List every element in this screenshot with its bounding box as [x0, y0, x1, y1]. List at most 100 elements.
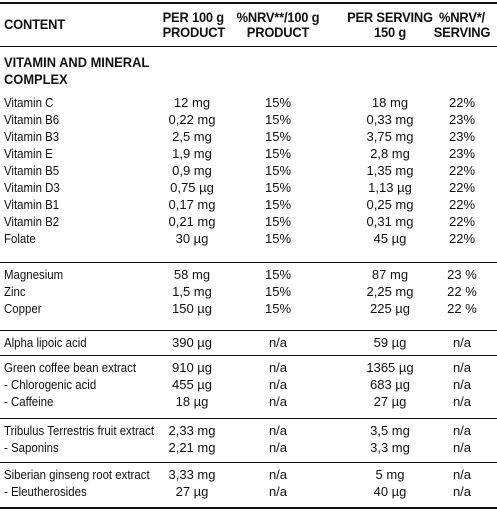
row-nrv100: n/a	[268, 394, 288, 409]
row-nrv-serving: n/a	[452, 394, 472, 409]
row-nrv-serving: n/a	[452, 440, 472, 455]
row-nrv-serving: 23 %	[447, 267, 477, 282]
row-name: - Eleutherosides	[4, 484, 87, 499]
row-nrv-serving: n/a	[452, 467, 472, 482]
row-name: Vitamin B3	[4, 129, 60, 144]
row-per100: 0,21 mg	[168, 214, 216, 229]
row-per-serving: 5 mg	[375, 467, 405, 482]
table-row: Vitamin B6 0,22 mg 15% 0,33 mg 23%	[0, 111, 497, 128]
row-per100: 150 µg	[171, 301, 213, 316]
row-name: Copper	[4, 301, 42, 316]
row-nrv-serving: 22%	[448, 95, 476, 110]
row-nrv100: n/a	[268, 467, 288, 482]
row-name: Green coffee bean extract	[4, 360, 137, 375]
row-per-serving: 0,25 mg	[366, 197, 414, 212]
row-per100: 2,5 mg	[172, 129, 212, 144]
row-nrv-serving: n/a	[452, 423, 472, 438]
row-per100: 2,21 mg	[168, 440, 216, 455]
bottom-rule	[0, 507, 497, 509]
row-nrv-serving: n/a	[452, 360, 472, 375]
table-row: - Caffeine 18 µg n/a 27 µg n/a	[0, 393, 497, 410]
row-nrv-serving: 22%	[448, 197, 476, 212]
row-nrv100: 15%	[264, 146, 292, 161]
row-name: Tribulus Terrestris fruit extract	[4, 423, 155, 438]
row-nrv-serving: 23%	[448, 112, 476, 127]
table-row: Zinc 1,5 mg 15% 2,25 mg 22 %	[0, 283, 497, 300]
table-row: Vitamin B3 2,5 mg 15% 3,75 mg 23%	[0, 128, 497, 145]
row-nrv-serving: 23%	[448, 129, 476, 144]
header-nrv-serving: %NRV*/SERVING	[433, 9, 491, 40]
table-row: - Eleutherosides 27 µg n/a 40 µg n/a	[0, 483, 497, 500]
row-per100: 0,9 mg	[172, 163, 212, 178]
divider-minerals	[0, 262, 497, 263]
row-per100: 27 µg	[175, 484, 209, 499]
row-nrv100: n/a	[268, 440, 288, 455]
row-per-serving: 3,75 mg	[366, 129, 414, 144]
row-name: Vitamin B1	[4, 197, 60, 212]
row-name: Magnesium	[4, 267, 64, 282]
table-row: Green coffee bean extract 910 µg n/a 1365 µ…	[0, 359, 497, 376]
row-name: Vitamin B6	[4, 112, 60, 127]
row-per100: 0,75 µg	[170, 180, 214, 195]
row-per100: 3,33 mg	[168, 467, 216, 482]
row-nrv100: 15%	[264, 231, 292, 246]
header-nrv100: %NRV**/100 g PRODUCT	[236, 9, 320, 40]
row-name: Vitamin D3	[4, 180, 60, 195]
table-row: Vitamin C 12 mg 15% 18 mg 22%	[0, 94, 497, 111]
row-name: Zinc	[4, 284, 26, 299]
table-row: Tribulus Terrestris fruit extract 2,33 mg…	[0, 422, 497, 439]
row-nrv-serving: 22%	[448, 231, 476, 246]
row-nrv100: 15%	[264, 180, 292, 195]
row-nrv100: 15%	[264, 197, 292, 212]
row-per100: 12 mg	[173, 95, 211, 110]
row-nrv-serving: 22%	[448, 180, 476, 195]
row-nrv-serving: 22 %	[447, 301, 477, 316]
top-rule	[0, 2, 497, 4]
section-title: VITAMIN AND MINERAL COMPLEX	[4, 54, 150, 87]
divider-green-coffee	[0, 355, 497, 356]
table-row: - Saponins 2,21 mg n/a 3,3 mg n/a	[0, 439, 497, 456]
row-per-serving: 40 µg	[373, 484, 407, 499]
row-per-serving: 1365 µg	[366, 360, 414, 375]
header-rule	[0, 46, 497, 47]
table-row: Vitamin B1 0,17 mg 15% 0,25 mg 22%	[0, 196, 497, 213]
table-row: - Chlorogenic acid 455 µg n/a 683 µg n/a	[0, 376, 497, 393]
row-nrv100: 15%	[264, 129, 292, 144]
header-content: CONTENT	[4, 16, 65, 32]
table-row: Folate 30 µg 15% 45 µg 22%	[0, 230, 497, 247]
row-name: - Chlorogenic acid	[4, 377, 97, 392]
row-name: Siberian ginseng root extract	[4, 467, 150, 482]
row-name: Vitamin E	[4, 146, 53, 161]
row-per-serving: 0,33 mg	[366, 112, 414, 127]
table-row: Vitamin B2 0,21 mg 15% 0,31 mg 22%	[0, 213, 497, 230]
row-nrv100: n/a	[268, 335, 288, 350]
table-row: Vitamin B5 0,9 mg 15% 1,35 mg 22%	[0, 162, 497, 179]
row-nrv100: 15%	[264, 267, 292, 282]
row-name: Folate	[4, 231, 36, 246]
row-per100: 455 µg	[171, 377, 213, 392]
row-nrv100: n/a	[268, 484, 288, 499]
row-per-serving: 3,3 mg	[370, 440, 410, 455]
row-per-serving: 683 µg	[369, 377, 411, 392]
divider-tribulus	[0, 418, 497, 419]
row-name: Vitamin C	[4, 95, 54, 110]
divider-alpha-lipoic	[0, 330, 497, 331]
table-row: Alpha lipoic acid 390 µg n/a 59 µg n/a	[0, 334, 497, 351]
row-per100: 18 µg	[175, 394, 209, 409]
row-per100: 30 µg	[175, 231, 209, 246]
divider-ginseng	[0, 462, 497, 463]
row-per-serving: 1,35 mg	[366, 163, 414, 178]
row-per100: 0,17 mg	[168, 197, 216, 212]
row-nrv-serving: 22%	[448, 163, 476, 178]
row-nrv-serving: 23%	[448, 146, 476, 161]
row-name: Alpha lipoic acid	[4, 335, 87, 350]
row-per100: 910 µg	[171, 360, 213, 375]
row-per100: 0,22 mg	[168, 112, 216, 127]
row-per-serving: 45 µg	[373, 231, 407, 246]
row-per-serving: 225 µg	[369, 301, 411, 316]
table-row: Siberian ginseng root extract 3,33 mg n/a 5…	[0, 466, 497, 483]
row-nrv100: n/a	[268, 360, 288, 375]
row-per100: 1,5 mg	[172, 284, 212, 299]
row-per-serving: 1,13 µg	[368, 180, 412, 195]
row-nrv100: 15%	[264, 284, 292, 299]
